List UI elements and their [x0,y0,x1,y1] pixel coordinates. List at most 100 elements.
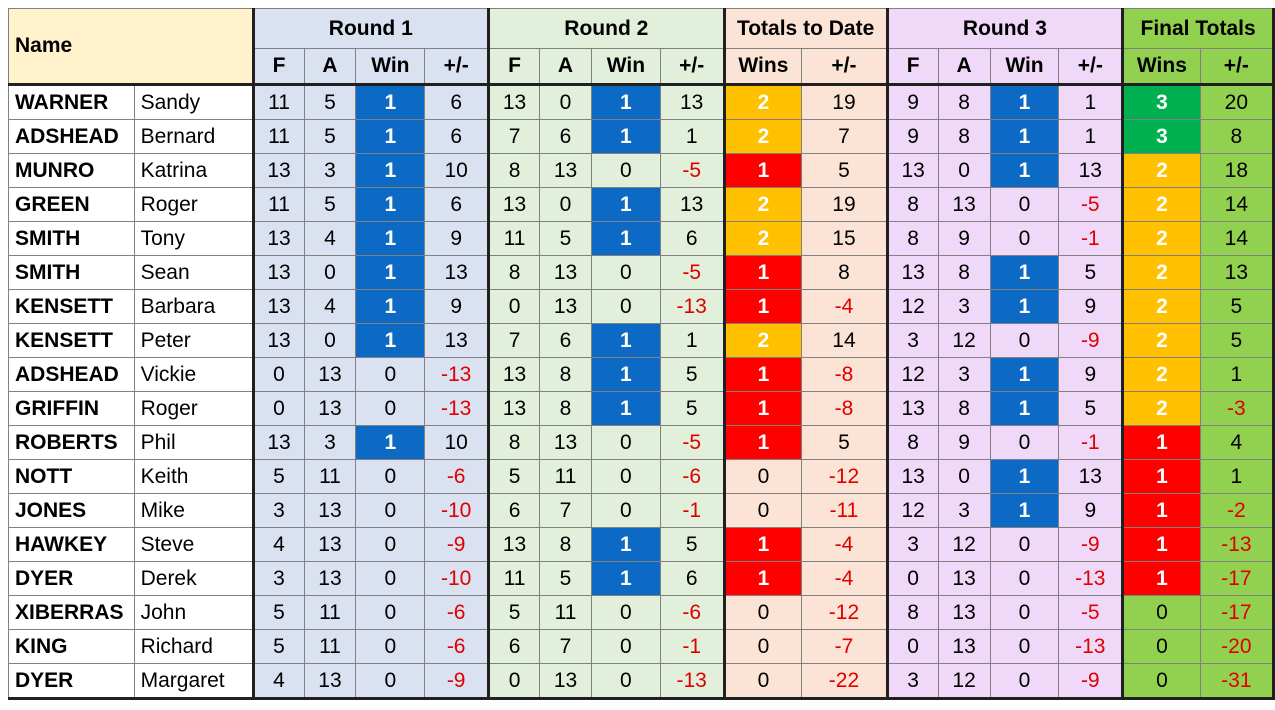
r3-win-cell: 1 [989,255,1060,290]
r1-for-cell: 0 [252,357,305,392]
r2-for-cell: 13 [488,187,541,222]
r3-win-cell: 1 [989,391,1060,426]
r1-win-cell: 1 [355,84,426,120]
r3-win-cell: 0 [989,629,1060,664]
r2-diff-cell: 5 [659,357,726,392]
r1-for-cell: 11 [252,187,305,222]
r3-diff-cell: 5 [1058,391,1125,426]
r2-against-cell: 6 [539,119,592,154]
firstname-cell: Roger [133,391,255,426]
table-row: HAWKEY Steve 4 13 0 -9 13 8 1 5 1 -4 3 12 0 -9 1 -13 [8,527,1275,562]
r1-against-cell: 0 [303,323,357,358]
r2-win-cell: 0 [590,459,661,494]
r2-diff-cell: -13 [659,663,726,699]
r3-against-cell: 8 [937,119,991,154]
firstname-cell: Steve [133,527,255,562]
r2-diff-cell: -6 [659,459,726,494]
r3-against-cell: 13 [937,595,991,630]
fin-wins-cell: 0 [1122,663,1201,699]
r3-for-cell: 13 [886,459,939,494]
r3-diff-cell: -13 [1058,561,1125,596]
r1-for-cell: 13 [252,425,305,460]
r1-win-cell: 1 [355,289,426,324]
r1-against-cell: 0 [303,255,357,290]
r2-win-cell: 0 [590,425,661,460]
r1-win-header: Win [355,48,426,85]
r1-diff-cell: 9 [424,289,491,324]
surname-cell: WARNER [8,84,135,120]
r1-f-header: F [252,48,305,85]
r3-for-cell: 8 [886,187,939,222]
r3-for-cell: 13 [886,391,939,426]
r2-diff-cell: 6 [659,221,726,256]
r1-for-cell: 5 [252,459,305,494]
r2-win-cell: 0 [590,153,661,188]
r3-against-cell: 3 [937,493,991,528]
tot-wins-header: Wins [723,48,803,85]
tot-diff-cell: 14 [801,323,889,358]
r3-win-cell: 1 [989,289,1060,324]
fin-wins-cell: 1 [1122,561,1201,596]
r1-win-cell: 1 [355,425,426,460]
r3-diff-cell: 13 [1058,459,1125,494]
r3-diff-cell: 5 [1058,255,1125,290]
fin-diff-cell: 8 [1199,119,1275,154]
r2-win-cell: 0 [590,629,661,664]
firstname-cell: Tony [133,221,255,256]
r1-win-cell: 1 [355,153,426,188]
r2-against-cell: 7 [539,629,592,664]
r1-diff-cell: 10 [424,425,491,460]
r1-diff-cell: -6 [424,459,491,494]
results-body: WARNER Sandy 11 5 1 6 13 0 1 13 2 19 9 8 1 1 3 20 ADSHEAD B… [8,84,1275,699]
firstname-cell: Mike [133,493,255,528]
tot-diff-cell: 19 [801,187,889,222]
fin-diff-cell: -17 [1199,595,1275,630]
fin-diff-cell: 1 [1199,357,1275,392]
r2-win-cell: 0 [590,255,661,290]
r3-win-cell: 0 [989,663,1060,699]
r3-win-cell: 0 [989,425,1060,460]
results-table: Name Round 1 Round 2 Totals to Date Roun… [8,8,1275,700]
r2-win-cell: 1 [590,119,661,154]
r1-diff-cell: -6 [424,629,491,664]
surname-cell: ROBERTS [8,425,135,460]
r2-f-header: F [488,48,541,85]
r3-for-cell: 8 [886,221,939,256]
r1-for-cell: 0 [252,391,305,426]
tot-diff-cell: -4 [801,289,889,324]
surname-cell: SMITH [8,221,135,256]
r1-for-cell: 11 [252,119,305,154]
r3-win-cell: 0 [989,323,1060,358]
fin-wins-header: Wins [1122,48,1201,85]
r2-win-cell: 1 [590,391,661,426]
table-row: DYER Margaret 4 13 0 -9 0 13 0 -13 0 -22 3 12 0 -9 0 -31 [8,663,1275,699]
r2-for-cell: 8 [488,425,541,460]
round1-header: Round 1 [252,8,491,49]
surname-cell: DYER [8,561,135,596]
tot-wins-cell: 1 [723,425,803,460]
r2-for-cell: 8 [488,255,541,290]
r3-against-cell: 8 [937,84,991,120]
r1-diff-cell: -13 [424,391,491,426]
table-row: WARNER Sandy 11 5 1 6 13 0 1 13 2 19 9 8 1 1 3 20 [8,84,1275,120]
final-totals-header: Final Totals [1122,8,1275,49]
r2-for-cell: 6 [488,493,541,528]
r1-against-cell: 5 [303,84,357,120]
r1-diff-cell: -13 [424,357,491,392]
r1-against-cell: 4 [303,289,357,324]
r3-win-cell: 1 [989,459,1060,494]
r1-win-cell: 1 [355,119,426,154]
fin-wins-cell: 2 [1122,255,1201,290]
r3-for-cell: 12 [886,357,939,392]
tot-diff-cell: 19 [801,84,889,120]
r2-diff-cell: -5 [659,425,726,460]
tot-wins-cell: 0 [723,459,803,494]
tot-wins-cell: 1 [723,153,803,188]
firstname-cell: Katrina [133,153,255,188]
tot-wins-cell: 0 [723,493,803,528]
r3-against-cell: 8 [937,391,991,426]
tot-wins-cell: 2 [723,187,803,222]
firstname-cell: Keith [133,459,255,494]
fin-diff-cell: -20 [1199,629,1275,664]
surname-cell: ADSHEAD [8,119,135,154]
